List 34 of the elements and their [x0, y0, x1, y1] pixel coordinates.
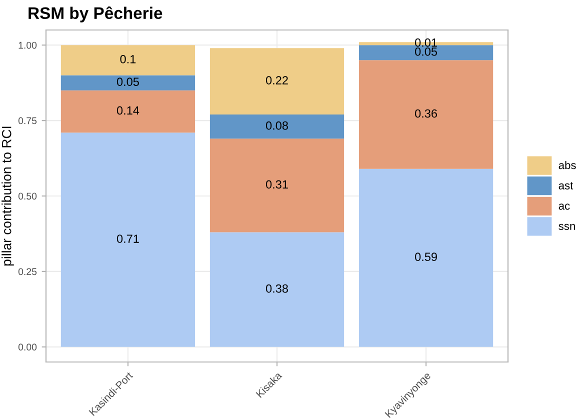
data-label: 0.36: [415, 109, 438, 118]
data-label: 0.71: [116, 234, 139, 243]
bar: [210, 232, 344, 347]
legend-label: ac: [558, 204, 570, 210]
data-label: 0.59: [415, 252, 437, 262]
bar: [60, 75, 196, 90]
data-label: 0.1: [120, 54, 136, 64]
data-label: 0.01: [415, 38, 437, 47]
y-tick-label: 0.25: [18, 268, 37, 276]
bar: [358, 168, 494, 347]
y-tick-label: 1.00: [18, 42, 37, 49]
data-label: 0.38: [266, 284, 288, 293]
legend-label: abs: [558, 161, 576, 170]
bar: [60, 132, 196, 347]
y-tick-label: 0.50: [18, 192, 37, 200]
chart-title: RSM by Pêcherie: [28, 6, 162, 22]
data-label: 0.08: [266, 121, 288, 130]
y-tick-label: 0.75: [18, 117, 37, 124]
bar: [210, 48, 344, 115]
data-label: 0.22: [266, 76, 288, 84]
data-label: 0.14: [116, 106, 140, 115]
bar: [210, 138, 344, 232]
y-tick-label: 0.00: [18, 344, 37, 351]
y-axis-title: pillar contribution to RCI: [2, 126, 14, 266]
data-label: 0.05: [415, 47, 438, 56]
legend-label: ssn: [558, 224, 575, 230]
bar: [358, 45, 494, 60]
data-label: 0.31: [266, 180, 288, 189]
bar: [358, 60, 494, 169]
bar: [210, 114, 344, 139]
data-label: 0.05: [116, 78, 139, 86]
bar: [60, 45, 196, 76]
bar: [60, 90, 196, 133]
legend-label: ast: [558, 182, 574, 190]
